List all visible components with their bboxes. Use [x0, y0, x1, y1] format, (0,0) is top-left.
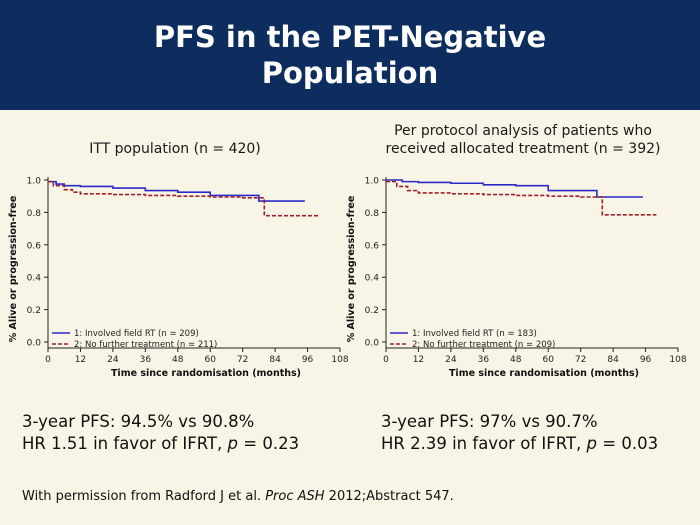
- y-tick-label: 0.6: [365, 241, 380, 251]
- y-tick-label: 0.4: [27, 274, 42, 284]
- y-tick-label: 0.8: [365, 209, 380, 219]
- y-axis-label: % Alive or progression-free: [346, 196, 357, 343]
- left-p-symbol: p: [227, 434, 239, 453]
- citation-suffix: 2012;Abstract 547.: [324, 489, 454, 504]
- series-line-2: [48, 180, 319, 217]
- citation: With permission from Radford J et al. Pr…: [22, 489, 454, 504]
- x-tick-label: 12: [413, 355, 424, 365]
- legend-label-2: 2: No further treatment (n = 209): [412, 340, 555, 350]
- y-axis-label: % Alive or progression-free: [8, 196, 19, 343]
- left-p-value: = 0.23: [238, 434, 300, 453]
- right-caption-line1: Per protocol analysis of patients who: [394, 123, 652, 139]
- x-tick-label: 108: [669, 355, 686, 365]
- right-p-value: = 0.03: [597, 434, 659, 453]
- x-tick-label: 36: [140, 355, 152, 365]
- title-banner: PFS in the PET-Negative Population: [0, 0, 700, 110]
- y-tick-label: 1.0: [365, 177, 380, 187]
- y-tick-label: 0.2: [365, 306, 379, 316]
- x-tick-label: 24: [107, 355, 119, 365]
- right-caption-line2: received allocated treatment (n = 392): [385, 141, 661, 157]
- y-tick-label: 0.8: [27, 209, 42, 219]
- x-axis-label: Time since randomisation (months): [111, 368, 301, 379]
- y-tick-label: 0.0: [365, 339, 380, 349]
- x-tick-label: 48: [510, 355, 522, 365]
- left-km-chart: 0.0 0.2 0.4 0.6 0.8 1.0 0 12 24 36 48 60 72 84 96 108 Ti…: [8, 177, 349, 380]
- x-tick-label: 72: [237, 355, 248, 365]
- left-result-pfs: 3-year PFS: 94.5% vs 90.8%: [22, 412, 255, 431]
- x-tick-label: 36: [478, 355, 490, 365]
- y-tick-label: 0.0: [27, 339, 42, 349]
- right-result-hr: HR 2.39 in favor of IFRT, p = 0.03: [381, 433, 658, 455]
- x-axis-label: Time since randomisation (months): [449, 368, 639, 379]
- series-line-1: [386, 179, 643, 198]
- right-hr-text: HR 2.39 in favor of IFRT,: [381, 434, 587, 453]
- left-hr-text: HR 1.51 in favor of IFRT,: [22, 434, 228, 453]
- x-tick-label: 60: [542, 355, 554, 365]
- legend-label-1: 1: Involved field RT (n = 209): [74, 329, 199, 339]
- slide-title-line2: Population: [261, 56, 439, 90]
- left-results: 3-year PFS: 94.5% vs 90.8% HR 1.51 in fa…: [22, 411, 299, 455]
- x-tick-label: 48: [172, 355, 184, 365]
- x-tick-label: 12: [75, 355, 86, 365]
- slide-title-line1: PFS in the PET-Negative: [153, 20, 547, 54]
- right-km-chart: 0.0 0.2 0.4 0.6 0.8 1.0 0 12 24 36 48 60 72 84 96 108 Ti…: [346, 177, 687, 380]
- legend-label-1: 1: Involved field RT (n = 183): [412, 329, 537, 339]
- x-tick-label: 108: [331, 355, 348, 365]
- y-tick-label: 1.0: [27, 177, 42, 187]
- citation-prefix: With permission from Radford J et al.: [22, 489, 266, 504]
- x-tick-label: 84: [607, 355, 619, 365]
- right-chart-caption: Per protocol analysis of patients who re…: [358, 122, 688, 158]
- series-line-1: [48, 180, 305, 202]
- left-chart-caption: ITT population (n = 420): [40, 140, 310, 158]
- right-results: 3-year PFS: 97% vs 90.7% HR 2.39 in favo…: [381, 411, 658, 455]
- y-tick-label: 0.4: [365, 274, 380, 284]
- x-tick-label: 24: [445, 355, 457, 365]
- x-tick-label: 0: [383, 355, 389, 365]
- y-tick-label: 0.6: [27, 241, 42, 251]
- y-tick-label: 0.2: [27, 306, 41, 316]
- slide-title: PFS in the PET-Negative Population: [154, 19, 546, 91]
- x-tick-label: 96: [640, 355, 652, 365]
- right-result-pfs: 3-year PFS: 97% vs 90.7%: [381, 412, 598, 431]
- legend-label-2: 2: No further treatment (n = 211): [74, 340, 217, 350]
- right-p-symbol: p: [586, 434, 598, 453]
- x-tick-label: 72: [575, 355, 586, 365]
- x-tick-label: 84: [269, 355, 281, 365]
- left-caption-line1: ITT population (n = 420): [89, 141, 261, 157]
- x-tick-label: 60: [204, 355, 216, 365]
- x-tick-label: 0: [45, 355, 51, 365]
- left-result-hr: HR 1.51 in favor of IFRT, p = 0.23: [22, 433, 299, 455]
- series-line-2: [386, 180, 657, 216]
- x-tick-label: 96: [302, 355, 314, 365]
- citation-journal: Proc ASH: [265, 489, 325, 504]
